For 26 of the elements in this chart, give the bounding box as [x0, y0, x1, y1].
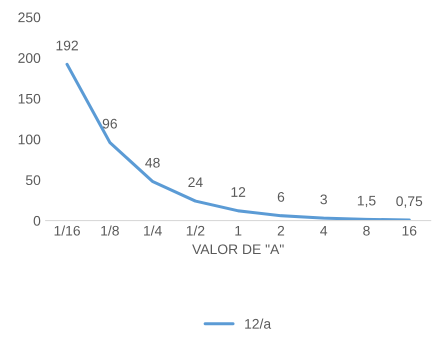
x-tick-label: 1 [235, 226, 242, 236]
y-tick-label: 50 [26, 175, 40, 186]
x-tick-label: 16 [402, 226, 416, 236]
x-axis-title: VALOR DE "A" [192, 244, 284, 254]
data-label: 24 [188, 177, 203, 188]
x-tick-label: 4 [320, 226, 328, 236]
y-tick-label: 150 [18, 94, 40, 104]
data-label: 0,75 [396, 196, 422, 208]
x-tick-label: 2 [278, 226, 284, 236]
y-tick-label: 200 [18, 53, 40, 63]
data-label: 96 [102, 118, 117, 129]
legend-label: 12/a [245, 318, 272, 329]
data-label: 1,5 [358, 196, 376, 208]
y-tick-label: 0 [34, 216, 40, 226]
x-tick-label: 1/8 [101, 225, 119, 236]
x-tick-label: 1/2 [186, 225, 204, 236]
y-tick-label: 100 [18, 134, 40, 144]
x-tick-label: 1/16 [54, 225, 80, 236]
data-label: 6 [278, 192, 284, 202]
data-label: 12 [232, 187, 246, 197]
y-tick-label: 250 [18, 12, 40, 22]
x-tick-label: 8 [363, 226, 370, 236]
x-tick-label: 1/4 [144, 225, 162, 236]
data-label: 3 [320, 194, 327, 204]
data-label: 192 [56, 40, 78, 50]
data-label: 48 [145, 158, 160, 168]
